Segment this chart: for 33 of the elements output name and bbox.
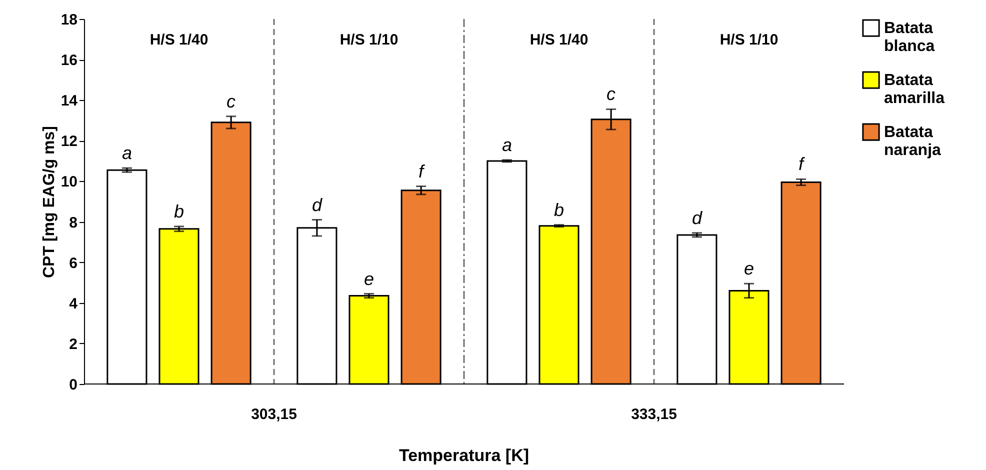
x-tick-label: H/S 1/10 bbox=[720, 32, 778, 48]
y-tick-label: 0 bbox=[69, 376, 78, 394]
y-tick-label: 16 bbox=[60, 52, 78, 70]
text: 333,15 bbox=[631, 406, 677, 423]
data-label: b bbox=[174, 201, 184, 222]
data-label: c bbox=[226, 91, 236, 112]
data-label: b bbox=[554, 200, 564, 220]
y-tick-label: 2 bbox=[69, 336, 78, 353]
text: 303,15 bbox=[251, 406, 297, 423]
legend-label: Batata naranja bbox=[884, 124, 942, 159]
y-tick-label: 14 bbox=[60, 92, 78, 110]
legend-label: Batata blanca bbox=[884, 20, 935, 55]
data-label: e bbox=[744, 258, 754, 279]
y-tick-label: 12 bbox=[60, 133, 78, 150]
x-axis-title: Temperatura [K] bbox=[398, 446, 530, 465]
x-tick-label: H/S 1/40 bbox=[530, 32, 588, 48]
legend-label: Batata amarilla bbox=[884, 72, 945, 107]
data-label: f bbox=[798, 154, 806, 174]
y-tick-label: 8 bbox=[69, 214, 78, 232]
x-tick-label: H/S 1/40 bbox=[150, 32, 208, 48]
data-label: a bbox=[502, 134, 512, 155]
data-label: a bbox=[122, 143, 132, 164]
data-label: d bbox=[692, 208, 703, 228]
data-label: f bbox=[418, 161, 426, 182]
y-tick-label: 6 bbox=[69, 254, 78, 272]
y-tick-label: 4 bbox=[69, 295, 78, 312]
x-tick-label: H/S 1/10 bbox=[340, 32, 398, 48]
y-axis-title: CPT [mg EAG/g ms] bbox=[40, 126, 58, 278]
y-tick-label: 10 bbox=[60, 174, 78, 191]
data-label: e bbox=[364, 268, 374, 289]
y-tick-label: 18 bbox=[60, 12, 78, 28]
data-label: c bbox=[606, 84, 616, 104]
data-label: d bbox=[312, 194, 323, 215]
